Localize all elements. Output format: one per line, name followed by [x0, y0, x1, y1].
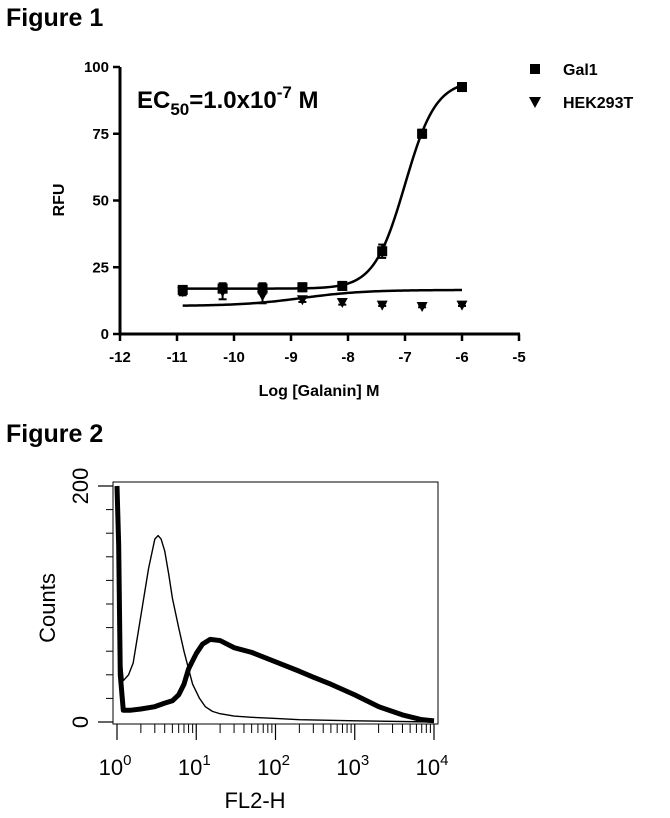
figure-1-title: Figure 1 [6, 4, 104, 32]
data-point-hek293t [376, 300, 388, 311]
tick-base: 10 [178, 755, 202, 780]
legend-marker-gal1 [530, 64, 540, 74]
legend-label-hek293t: HEK293T [563, 95, 633, 112]
x-tick-label: -8 [341, 349, 354, 366]
histogram-frame [112, 481, 439, 725]
y-tick-label: 0 [101, 326, 109, 343]
legend-marker-hek293t [529, 97, 541, 108]
y-axis-label: RFU [51, 184, 68, 217]
ec50-annotation-unit: M [292, 87, 319, 114]
tick-base: 10 [336, 755, 360, 780]
ec50-annotation-exponent: -7 [277, 83, 292, 102]
data-point-hek293t [416, 301, 428, 312]
chart2-series [114, 485, 435, 724]
fit-curve-hek293t [182, 288, 462, 307]
legend-label-gal1: Gal1 [563, 62, 598, 79]
histogram-y-axis-label: Counts [35, 573, 60, 643]
histogram-bold-trace [114, 485, 435, 724]
data-point-gal1 [457, 82, 467, 93]
x-tick-label: -10 [223, 349, 245, 366]
tick-exponent: 4 [440, 752, 448, 769]
y-tick-label: 50 [92, 193, 109, 210]
chart1-series [177, 82, 468, 312]
dose-response-chart: -12 -11 -10 -9 -8 -7 -6 -5 0 25 50 75 100 Log [Galan… [51, 59, 633, 400]
data-point-gal1 [337, 280, 348, 291]
chart1-legend: Gal1 HEK293T [529, 62, 633, 112]
tick-exponent: 1 [202, 752, 210, 769]
data-point-hek293t [177, 287, 189, 298]
data-point-hek293t [456, 300, 468, 311]
x-tick-label: -12 [109, 349, 131, 366]
x-tick-label: -7 [398, 349, 411, 366]
ec50-annotation-subscript: 50 [170, 100, 189, 119]
tick-base: 10 [257, 755, 281, 780]
ec50-annotation-value: =1.0x10 [189, 87, 276, 114]
histogram-x-tick-label: 102 [257, 752, 290, 780]
tick-exponent: 0 [123, 752, 131, 769]
data-point-hek293t [257, 291, 268, 302]
data-point-gal1 [297, 282, 308, 293]
y-tick-label: 75 [92, 126, 109, 143]
histogram-x-tick-label: 100 [99, 752, 132, 780]
histogram-y-tick-label: 200 [68, 468, 93, 505]
data-point-gal1 [377, 246, 388, 257]
x-tick-label: -5 [512, 349, 525, 366]
figure-2-title: Figure 2 [6, 420, 104, 448]
ec50-annotation: EC50=1.0x10-7 M [137, 83, 318, 119]
histogram-x-tick-label: 104 [416, 752, 449, 780]
x-tick-label: -11 [167, 349, 188, 366]
data-point-hek293t [217, 287, 229, 298]
histogram-y-tick-label: 0 [68, 716, 93, 728]
y-tick-label: 100 [84, 59, 109, 76]
fit-curve-gal1 [182, 84, 463, 290]
histogram-x-axis-label: FL2-H [224, 788, 285, 813]
histogram-x-tick-label: 103 [336, 752, 369, 780]
x-axis-label: Log [Galanin] M [259, 383, 380, 400]
chart1-ticks: -12 -11 -10 -9 -8 -7 -6 -5 0 25 50 75 100 [84, 59, 526, 366]
histogram-thin-trace [116, 491, 435, 723]
tick-exponent: 3 [361, 752, 369, 769]
y-tick-label: 25 [92, 259, 109, 276]
tick-base: 10 [99, 755, 123, 780]
x-tick-label: -6 [455, 349, 468, 366]
histogram-x-tick-label: 101 [178, 752, 211, 780]
tick-exponent: 2 [282, 752, 290, 769]
x-tick-label: -9 [284, 349, 297, 366]
data-point-hek293t [296, 295, 308, 306]
tick-base: 10 [416, 755, 440, 780]
data-point-hek293t [336, 297, 348, 308]
data-point-gal1 [417, 128, 428, 139]
ec50-annotation-prefix: EC [137, 87, 170, 114]
